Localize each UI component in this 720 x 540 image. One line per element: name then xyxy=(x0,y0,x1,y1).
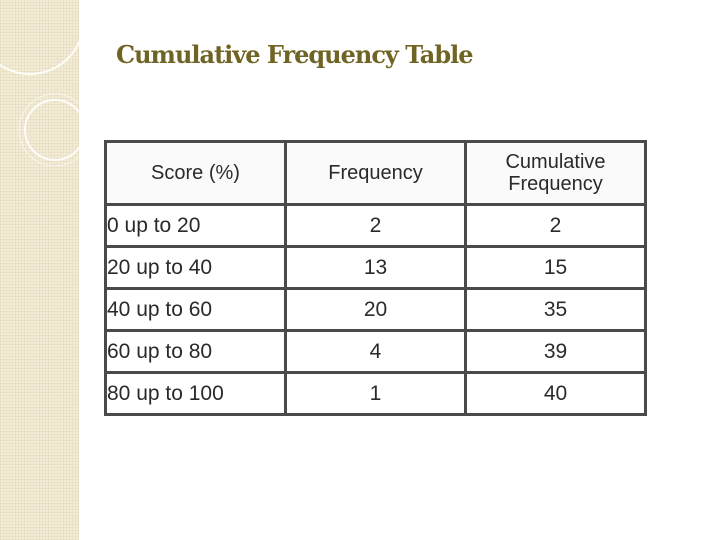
decorative-circle-small-inner xyxy=(18,93,92,167)
header-cumulative-line1: Cumulative xyxy=(505,151,606,173)
score-cell: 40 up to 60 xyxy=(104,287,287,332)
cumulative-cell: 39 xyxy=(464,329,647,374)
cumulative-cell: 2 xyxy=(464,203,647,248)
header-frequency: Frequency xyxy=(284,140,467,206)
table-header-row: Score (%) Frequency Cumulative Frequency xyxy=(104,140,647,206)
header-cumulative-line2: Frequency xyxy=(508,173,603,195)
decorative-circle-small xyxy=(24,99,86,161)
score-cell: 0 up to 20 xyxy=(104,203,287,248)
score-cell: 80 up to 100 xyxy=(104,371,287,416)
cumulative-cell: 35 xyxy=(464,287,647,332)
frequency-cell: 2 xyxy=(284,203,467,248)
frequency-cell: 13 xyxy=(284,245,467,290)
frequency-cell: 20 xyxy=(284,287,467,332)
header-score: Score (%) xyxy=(104,140,287,206)
frequency-cell: 1 xyxy=(284,371,467,416)
table-row: 60 up to 80 4 39 xyxy=(104,329,647,374)
frequency-cell: 4 xyxy=(284,329,467,374)
decorative-side-band xyxy=(0,0,79,540)
header-cumulative-frequency: Cumulative Frequency xyxy=(464,140,647,206)
table-row: 40 up to 60 20 35 xyxy=(104,287,647,332)
table-container: Score (%) Frequency Cumulative Frequency… xyxy=(104,140,647,416)
table-row: 0 up to 20 2 2 xyxy=(104,203,647,248)
score-cell: 20 up to 40 xyxy=(104,245,287,290)
score-cell: 60 up to 80 xyxy=(104,329,287,374)
cumulative-frequency-table: Score (%) Frequency Cumulative Frequency… xyxy=(104,140,647,416)
cumulative-cell: 15 xyxy=(464,245,647,290)
decorative-circles xyxy=(0,0,92,167)
decorative-circle-large xyxy=(0,0,85,75)
cumulative-cell: 40 xyxy=(464,371,647,416)
slide-title: Cumulative Frequency Table xyxy=(116,40,474,69)
table-row: 20 up to 40 13 15 xyxy=(104,245,647,290)
table-row: 80 up to 100 1 40 xyxy=(104,371,647,416)
